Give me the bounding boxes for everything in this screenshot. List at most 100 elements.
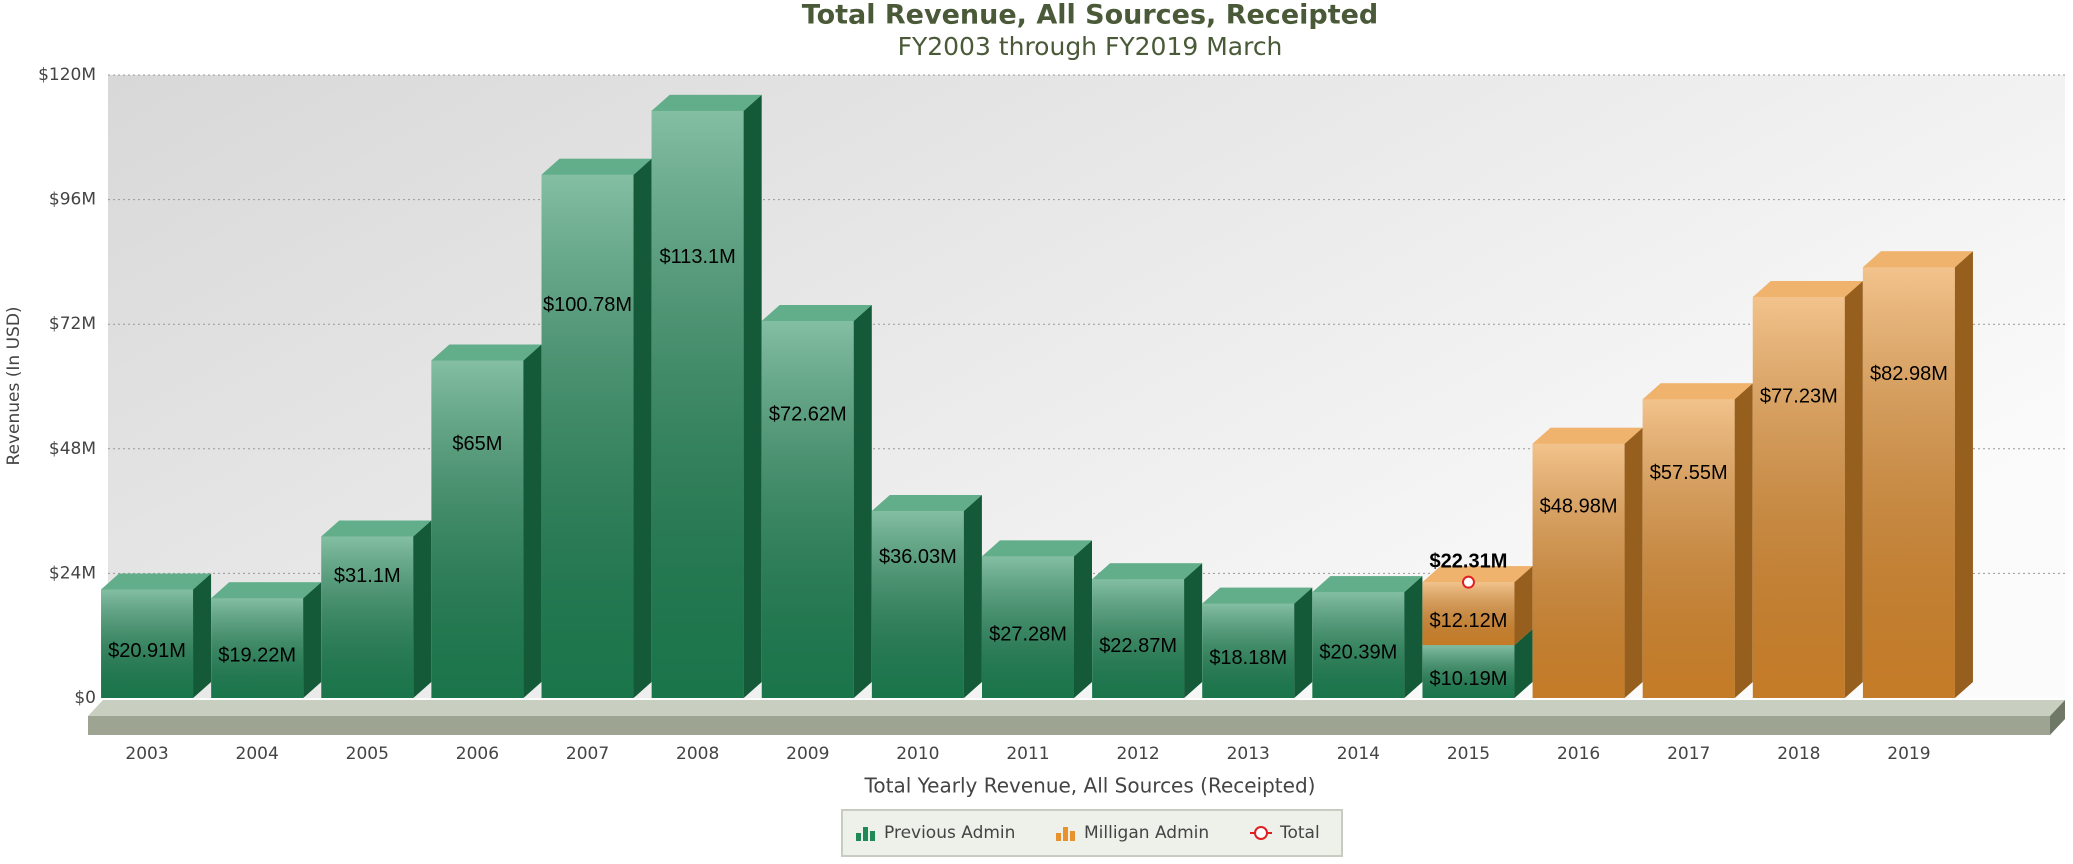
x-tick-label: 2012: [1116, 744, 1159, 764]
bar-top-light: [1862, 251, 1973, 268]
bar-shine: [1092, 579, 1185, 698]
floor-top: [88, 700, 2065, 716]
bar-shine: [101, 589, 194, 698]
bar-top-light: [541, 158, 652, 175]
bar-top-light: [761, 304, 872, 321]
x-tick-label: 2005: [346, 744, 389, 764]
bar-top: [1312, 576, 1423, 593]
bar-side-shade: [1514, 629, 1533, 698]
x-tick-label: 2019: [1887, 744, 1930, 764]
value-label: $82.98M: [1870, 363, 1948, 385]
bar-shine: [1422, 645, 1515, 698]
bar-shine: [1862, 267, 1955, 698]
bar-shine: [1202, 603, 1295, 698]
bar-top-light: [871, 494, 982, 511]
bar-side: [1514, 566, 1533, 646]
legend-label: Total: [1279, 823, 1320, 843]
bar-shine: [1532, 443, 1625, 698]
x-tick-label: 2016: [1557, 744, 1600, 764]
value-label: $22.87M: [1099, 635, 1177, 657]
bar-side-shade: [193, 573, 212, 698]
bar-shine: [1422, 582, 1515, 646]
value-label: $20.39M: [1319, 641, 1397, 663]
bar-shine: [1642, 399, 1735, 698]
bar-side-shade: [1734, 383, 1753, 698]
floor-front: [88, 716, 2050, 735]
bar-top-light: [321, 520, 432, 537]
bar-side-shade: [1954, 251, 1973, 698]
bar-top-light: [651, 94, 762, 111]
bar-side: [1734, 383, 1753, 698]
value-label: $12.12M: [1430, 610, 1508, 632]
x-tick-label: 2018: [1777, 744, 1820, 764]
bar-side-shade: [413, 520, 432, 698]
bar-top-light: [1092, 563, 1203, 580]
bar-side-shade: [1074, 540, 1092, 698]
bar-side: [633, 158, 652, 699]
bar-top: [1752, 281, 1863, 298]
bar-side-shade: [963, 494, 982, 698]
legend-icon: [1056, 833, 1061, 841]
x-tick-label: 2007: [566, 744, 609, 764]
value-label: $10.19M: [1430, 668, 1508, 690]
value-label: $18.18M: [1209, 647, 1287, 669]
floor-side: [2050, 700, 2065, 735]
legend-icon: [856, 833, 861, 841]
bar-shine: [211, 598, 304, 698]
bar-shine: [651, 110, 744, 698]
bar-top: [1642, 383, 1753, 400]
legend-icon: [1070, 831, 1075, 841]
chart-title: Total Revenue, All Sources, Receipted: [802, 0, 1379, 31]
bar-top-light: [1642, 383, 1753, 400]
legend-marker: [1254, 826, 1268, 840]
bar-top-light: [431, 344, 542, 361]
bar-top-light: [1752, 281, 1863, 298]
bar-top: [1092, 563, 1203, 580]
legend-label: Previous Admin: [884, 823, 1015, 843]
x-tick-label: 2011: [1006, 744, 1049, 764]
bar-side: [1514, 629, 1533, 698]
bar-top: [211, 582, 322, 599]
value-label: $77.23M: [1760, 386, 1838, 408]
bar-top: [1202, 587, 1313, 604]
bar-side-shade: [1844, 281, 1863, 698]
bar-side-shade: [1624, 427, 1643, 698]
x-tick-label: 2014: [1337, 744, 1380, 764]
x-axis-title: Total Yearly Revenue, All Sources (Recei…: [864, 774, 1316, 798]
x-tick-label: 2017: [1667, 744, 1710, 764]
x-tick-label: 2013: [1227, 744, 1270, 764]
bar-top-light: [982, 540, 1092, 557]
bar-side: [1954, 251, 1973, 698]
bar-shine: [1752, 297, 1845, 698]
bar-side-shade: [743, 94, 762, 698]
bar-side-shade: [523, 344, 542, 698]
bar-top: [761, 304, 872, 321]
y-tick-label: $48M: [49, 439, 96, 459]
value-label: $48.98M: [1540, 496, 1618, 518]
y-tick-label: $0: [74, 688, 96, 708]
value-label: $65M: [452, 433, 502, 455]
bar-top: [321, 520, 432, 537]
value-label: $113.1M: [659, 246, 735, 268]
y-tick-label: $96M: [49, 190, 96, 210]
total-label: $22.31M: [1430, 550, 1508, 572]
bar-side: [1074, 540, 1092, 698]
bar-side: [193, 573, 212, 698]
y-axis-title: Revenues (In USD): [4, 306, 24, 465]
bar-shine: [761, 320, 854, 698]
value-label: $72.62M: [769, 404, 847, 426]
bar-shine: [321, 536, 414, 698]
legend-icon: [870, 831, 875, 841]
bar-top: [1532, 427, 1643, 444]
bar-side: [1184, 563, 1203, 698]
x-tick-label: 2004: [236, 744, 279, 764]
bar-top: [541, 158, 652, 175]
bar-side: [853, 304, 872, 698]
bar-top-light: [1202, 587, 1313, 604]
bar-top-light: [1532, 427, 1643, 444]
x-tick-label: 2010: [896, 744, 939, 764]
value-label: $36.03M: [879, 546, 957, 568]
bar-side-shade: [1294, 587, 1313, 698]
bar-shine: [431, 360, 524, 698]
